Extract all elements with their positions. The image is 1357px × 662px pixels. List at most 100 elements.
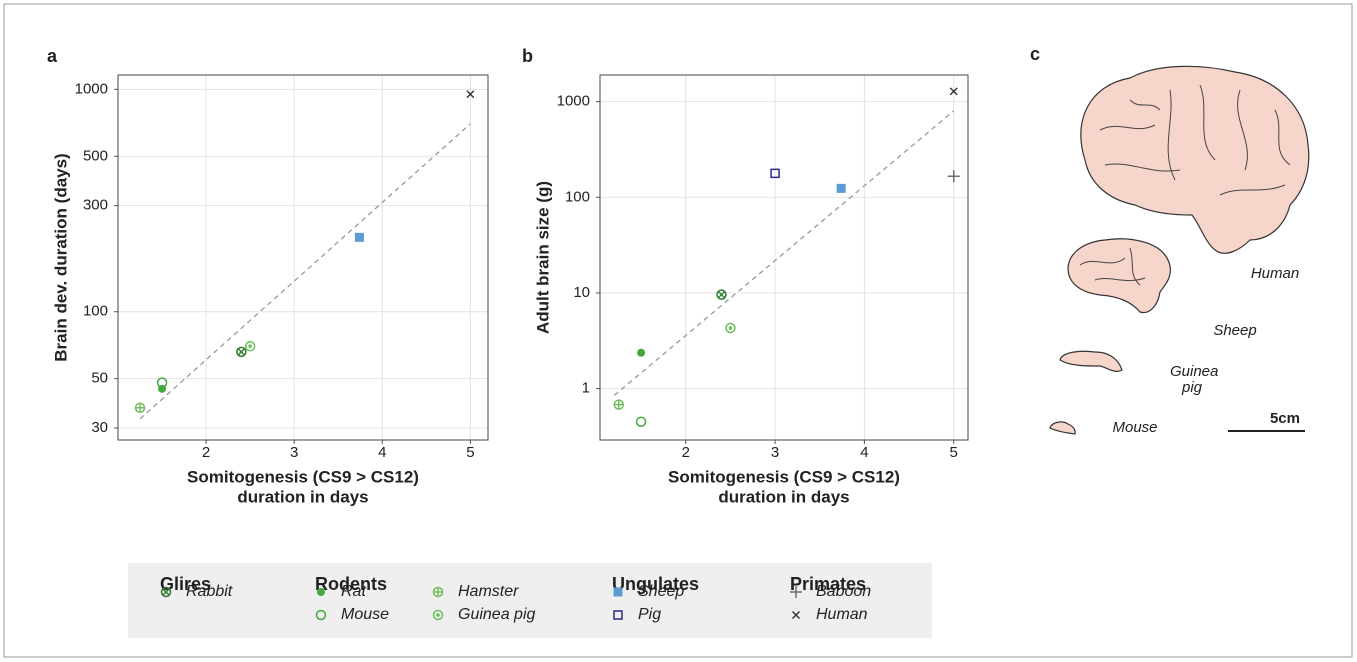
data-point — [949, 87, 958, 96]
x-tick-label: 5 — [466, 444, 474, 461]
legend-marker — [790, 586, 802, 598]
y-tick-label: 10 — [573, 284, 590, 301]
data-point — [635, 416, 647, 428]
y-tick-label: 100 — [565, 188, 590, 205]
legend-group-title: Ungulates — [612, 574, 699, 594]
legend-label: Guinea pig — [458, 606, 535, 623]
scale-bar-label: 5cm — [1270, 410, 1300, 427]
legend-marker — [613, 587, 623, 597]
data-point — [637, 348, 646, 357]
data-point — [466, 90, 475, 99]
legend-marker — [317, 588, 325, 596]
legend-label: Pig — [638, 606, 661, 623]
legend-group-title: Glires — [160, 574, 211, 594]
marker-stroke — [792, 611, 800, 619]
fit-line — [139, 123, 471, 420]
legend-marker — [160, 586, 172, 598]
y-tick-label: 500 — [83, 147, 108, 164]
y-axis-label: Adult brain size (g) — [533, 181, 552, 334]
human-brain — [1080, 65, 1310, 254]
brain-illustrations — [1049, 65, 1310, 435]
marker-dot — [248, 344, 252, 348]
panel-label: c — [1030, 44, 1040, 64]
legend-marker — [315, 609, 327, 621]
marker-circle — [635, 416, 647, 428]
plot-border — [117, 74, 489, 441]
mouse-brain — [1049, 421, 1076, 435]
data-point — [613, 399, 625, 410]
data-point — [236, 346, 247, 358]
panel-label: a — [47, 46, 58, 66]
marker-circle — [637, 348, 646, 357]
y-axis-label: Brain dev. duration (days) — [51, 153, 70, 361]
data-point — [725, 322, 736, 334]
legend-label: Rabbit — [186, 583, 233, 600]
marker-circle — [236, 346, 247, 358]
legend-label: Sheep — [638, 583, 684, 600]
marker-dot — [436, 613, 440, 617]
legend-label: Human — [816, 606, 868, 623]
marker-stroke — [717, 290, 726, 299]
x-axis-label: Somitogenesis (CS9 > CS12) — [668, 467, 900, 486]
brain-label: Sheep — [1213, 322, 1257, 339]
legend-marker — [432, 609, 444, 621]
marker-circle — [432, 609, 444, 621]
data-point — [947, 170, 960, 183]
x-tick-label: 4 — [378, 444, 386, 461]
x-tick-label: 3 — [290, 444, 298, 461]
guinea-pig-brain — [1059, 350, 1123, 372]
plot-border — [599, 74, 969, 441]
y-tick-label: 100 — [83, 303, 108, 320]
legend-label: Hamster — [458, 583, 519, 600]
brain-label: Guinea pig — [1170, 363, 1219, 396]
data-point — [716, 289, 727, 300]
marker-square — [770, 168, 780, 179]
data-point — [354, 232, 364, 242]
marker-stroke — [949, 87, 958, 96]
legend-label: Mouse — [341, 606, 389, 623]
marker-circle — [244, 340, 256, 352]
frame — [3, 3, 1353, 658]
marker-stroke — [162, 588, 170, 596]
y-tick-label: 30 — [91, 419, 108, 436]
x-tick-label: 3 — [771, 444, 779, 461]
data-point — [244, 340, 256, 352]
x-tick-label: 4 — [860, 444, 868, 461]
sulci — [1079, 247, 1146, 286]
x-tick-label: 5 — [950, 444, 958, 461]
legend-marker — [613, 610, 623, 620]
panel-label: b — [522, 46, 533, 66]
fit-line — [613, 110, 955, 396]
legend-marker — [792, 611, 800, 619]
marker-circle — [725, 322, 736, 334]
marker-circle — [160, 586, 172, 598]
x-axis-label: duration in days — [718, 487, 849, 506]
plot-area — [600, 75, 968, 440]
brain-label: Human — [1250, 265, 1300, 282]
plot-area — [118, 75, 488, 440]
data-point — [134, 402, 146, 414]
legend-box — [128, 563, 932, 638]
legend-label: Baboon — [816, 583, 871, 600]
data-point — [836, 183, 846, 193]
x-axis-label: Somitogenesis (CS9 > CS12) — [187, 467, 419, 486]
legend-label: Rat — [341, 583, 366, 600]
marker-circle — [716, 289, 727, 300]
x-axis-label: duration in days — [237, 487, 368, 506]
x-tick-label: 2 — [202, 444, 210, 461]
y-tick-label: 50 — [91, 370, 108, 387]
data-point — [156, 377, 168, 388]
brain-label: Mouse — [1112, 419, 1158, 436]
legend-group-title: Primates — [790, 574, 866, 594]
marker-square — [354, 232, 364, 242]
marker-square — [836, 183, 846, 193]
y-tick-label: 300 — [83, 197, 108, 214]
marker-dot — [728, 326, 733, 330]
marker-circle — [317, 588, 325, 596]
marker-circle — [315, 609, 327, 621]
data-point — [770, 168, 780, 179]
sheep-brain — [1067, 238, 1172, 314]
marker-circle — [156, 377, 168, 388]
x-tick-label: 2 — [682, 444, 690, 461]
